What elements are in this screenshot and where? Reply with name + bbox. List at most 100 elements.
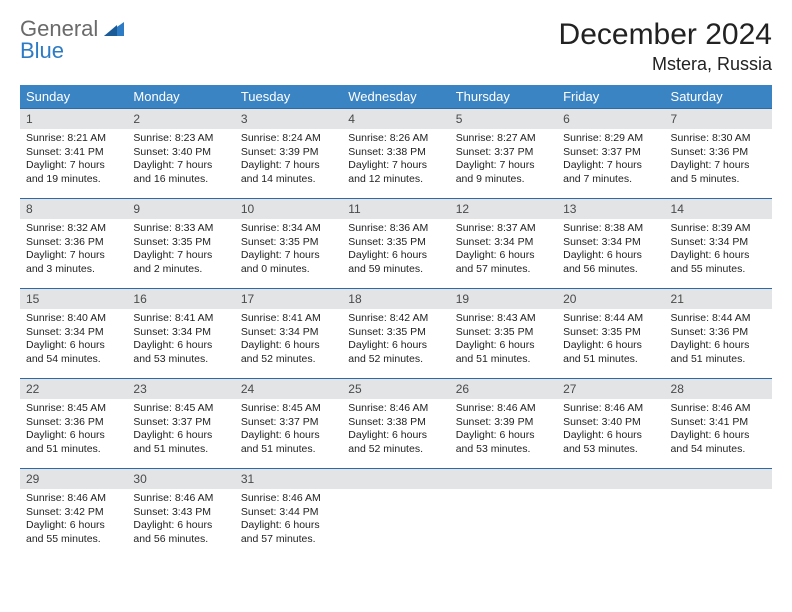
day-number: 24	[235, 379, 342, 399]
day-cell: 29Sunrise: 8:46 AMSunset: 3:42 PMDayligh…	[20, 469, 127, 559]
sunrise-text: Sunrise: 8:33 AM	[133, 222, 230, 236]
day-number: 12	[450, 199, 557, 219]
sunrise-text: Sunrise: 8:46 AM	[133, 492, 230, 506]
day-cell: 9Sunrise: 8:33 AMSunset: 3:35 PMDaylight…	[127, 199, 234, 289]
daylight-text: Daylight: 6 hours and 59 minutes.	[348, 249, 445, 276]
sunrise-text: Sunrise: 8:46 AM	[26, 492, 123, 506]
sunset-text: Sunset: 3:43 PM	[133, 506, 230, 520]
daylight-text: Daylight: 6 hours and 53 minutes.	[133, 339, 230, 366]
day-details: Sunrise: 8:24 AMSunset: 3:39 PMDaylight:…	[235, 129, 342, 191]
day-details: Sunrise: 8:26 AMSunset: 3:38 PMDaylight:…	[342, 129, 449, 191]
daylight-text: Daylight: 6 hours and 56 minutes.	[133, 519, 230, 546]
sunrise-text: Sunrise: 8:46 AM	[671, 402, 768, 416]
day-number: 18	[342, 289, 449, 309]
day-number: 2	[127, 109, 234, 129]
sunset-text: Sunset: 3:35 PM	[133, 236, 230, 250]
day-number: 3	[235, 109, 342, 129]
sunset-text: Sunset: 3:37 PM	[563, 146, 660, 160]
daylight-text: Daylight: 6 hours and 53 minutes.	[563, 429, 660, 456]
day-header: Sunday	[20, 85, 127, 109]
page-header: General Blue December 2024 Mstera, Russi…	[20, 18, 772, 75]
day-cell: 28Sunrise: 8:46 AMSunset: 3:41 PMDayligh…	[665, 379, 772, 469]
sunset-text: Sunset: 3:36 PM	[26, 236, 123, 250]
daylight-text: Daylight: 6 hours and 57 minutes.	[456, 249, 553, 276]
day-cell: 10Sunrise: 8:34 AMSunset: 3:35 PMDayligh…	[235, 199, 342, 289]
day-cell: 8Sunrise: 8:32 AMSunset: 3:36 PMDaylight…	[20, 199, 127, 289]
logo-flag-icon	[104, 22, 124, 36]
sunrise-text: Sunrise: 8:44 AM	[563, 312, 660, 326]
day-cell	[557, 469, 664, 559]
daylight-text: Daylight: 7 hours and 0 minutes.	[241, 249, 338, 276]
week-row: 15Sunrise: 8:40 AMSunset: 3:34 PMDayligh…	[20, 289, 772, 379]
day-cell: 2Sunrise: 8:23 AMSunset: 3:40 PMDaylight…	[127, 109, 234, 199]
day-number: 6	[557, 109, 664, 129]
sunset-text: Sunset: 3:39 PM	[241, 146, 338, 160]
daylight-text: Daylight: 6 hours and 51 minutes.	[563, 339, 660, 366]
sunset-text: Sunset: 3:38 PM	[348, 416, 445, 430]
day-header: Thursday	[450, 85, 557, 109]
day-header: Wednesday	[342, 85, 449, 109]
day-details: Sunrise: 8:46 AMSunset: 3:42 PMDaylight:…	[20, 489, 127, 551]
day-details: Sunrise: 8:46 AMSunset: 3:40 PMDaylight:…	[557, 399, 664, 461]
day-details: Sunrise: 8:38 AMSunset: 3:34 PMDaylight:…	[557, 219, 664, 281]
sunset-text: Sunset: 3:40 PM	[563, 416, 660, 430]
day-header: Friday	[557, 85, 664, 109]
daylight-text: Daylight: 6 hours and 55 minutes.	[26, 519, 123, 546]
sunrise-text: Sunrise: 8:29 AM	[563, 132, 660, 146]
day-cell: 25Sunrise: 8:46 AMSunset: 3:38 PMDayligh…	[342, 379, 449, 469]
day-details: Sunrise: 8:36 AMSunset: 3:35 PMDaylight:…	[342, 219, 449, 281]
day-cell: 20Sunrise: 8:44 AMSunset: 3:35 PMDayligh…	[557, 289, 664, 379]
week-row: 1Sunrise: 8:21 AMSunset: 3:41 PMDaylight…	[20, 109, 772, 199]
sunrise-text: Sunrise: 8:43 AM	[456, 312, 553, 326]
month-title: December 2024	[559, 18, 772, 52]
sunrise-text: Sunrise: 8:38 AM	[563, 222, 660, 236]
brand-logo: General Blue	[20, 18, 124, 62]
sunset-text: Sunset: 3:36 PM	[26, 416, 123, 430]
day-details: Sunrise: 8:39 AMSunset: 3:34 PMDaylight:…	[665, 219, 772, 281]
week-row: 22Sunrise: 8:45 AMSunset: 3:36 PMDayligh…	[20, 379, 772, 469]
day-details: Sunrise: 8:46 AMSunset: 3:43 PMDaylight:…	[127, 489, 234, 551]
day-cell: 26Sunrise: 8:46 AMSunset: 3:39 PMDayligh…	[450, 379, 557, 469]
day-cell: 30Sunrise: 8:46 AMSunset: 3:43 PMDayligh…	[127, 469, 234, 559]
sunset-text: Sunset: 3:35 PM	[241, 236, 338, 250]
day-number	[342, 469, 449, 489]
sunrise-text: Sunrise: 8:46 AM	[348, 402, 445, 416]
day-details: Sunrise: 8:42 AMSunset: 3:35 PMDaylight:…	[342, 309, 449, 371]
sunset-text: Sunset: 3:41 PM	[26, 146, 123, 160]
day-number: 29	[20, 469, 127, 489]
daylight-text: Daylight: 6 hours and 54 minutes.	[671, 429, 768, 456]
sunset-text: Sunset: 3:35 PM	[348, 236, 445, 250]
sunset-text: Sunset: 3:34 PM	[456, 236, 553, 250]
sunrise-text: Sunrise: 8:45 AM	[133, 402, 230, 416]
day-number	[665, 469, 772, 489]
day-cell: 18Sunrise: 8:42 AMSunset: 3:35 PMDayligh…	[342, 289, 449, 379]
day-details: Sunrise: 8:44 AMSunset: 3:36 PMDaylight:…	[665, 309, 772, 371]
day-details: Sunrise: 8:46 AMSunset: 3:41 PMDaylight:…	[665, 399, 772, 461]
week-row: 8Sunrise: 8:32 AMSunset: 3:36 PMDaylight…	[20, 199, 772, 289]
day-details: Sunrise: 8:41 AMSunset: 3:34 PMDaylight:…	[235, 309, 342, 371]
day-details: Sunrise: 8:45 AMSunset: 3:36 PMDaylight:…	[20, 399, 127, 461]
day-cell	[450, 469, 557, 559]
day-number: 14	[665, 199, 772, 219]
daylight-text: Daylight: 6 hours and 54 minutes.	[26, 339, 123, 366]
sunrise-text: Sunrise: 8:46 AM	[563, 402, 660, 416]
day-details: Sunrise: 8:46 AMSunset: 3:44 PMDaylight:…	[235, 489, 342, 551]
day-cell	[665, 469, 772, 559]
day-number: 21	[665, 289, 772, 309]
day-cell: 22Sunrise: 8:45 AMSunset: 3:36 PMDayligh…	[20, 379, 127, 469]
day-cell: 31Sunrise: 8:46 AMSunset: 3:44 PMDayligh…	[235, 469, 342, 559]
day-number: 22	[20, 379, 127, 399]
sunrise-text: Sunrise: 8:39 AM	[671, 222, 768, 236]
day-cell: 17Sunrise: 8:41 AMSunset: 3:34 PMDayligh…	[235, 289, 342, 379]
day-number: 25	[342, 379, 449, 399]
day-cell: 12Sunrise: 8:37 AMSunset: 3:34 PMDayligh…	[450, 199, 557, 289]
sunrise-text: Sunrise: 8:34 AM	[241, 222, 338, 236]
sunset-text: Sunset: 3:37 PM	[456, 146, 553, 160]
day-cell: 23Sunrise: 8:45 AMSunset: 3:37 PMDayligh…	[127, 379, 234, 469]
day-details: Sunrise: 8:23 AMSunset: 3:40 PMDaylight:…	[127, 129, 234, 191]
sunset-text: Sunset: 3:36 PM	[671, 326, 768, 340]
daylight-text: Daylight: 6 hours and 51 minutes.	[671, 339, 768, 366]
sunrise-text: Sunrise: 8:41 AM	[241, 312, 338, 326]
sunset-text: Sunset: 3:44 PM	[241, 506, 338, 520]
daylight-text: Daylight: 6 hours and 51 minutes.	[26, 429, 123, 456]
